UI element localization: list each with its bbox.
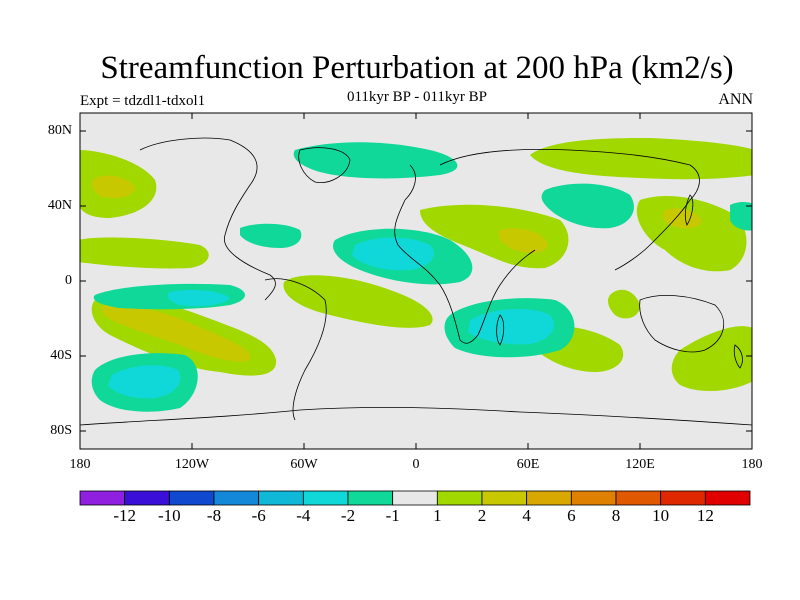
colorbar-swatch [526,490,572,506]
colorbar-label: 12 [696,506,714,525]
colorbar-swatch [436,490,483,506]
colorbar-label: 10 [652,506,670,525]
contour-tropatl-core [352,237,434,271]
contour-nwatlantic [80,237,209,269]
colorbar-swatch [704,490,751,506]
tick-marks [80,113,752,449]
contour-spac-lower-core [108,365,181,399]
japan-coast [684,194,694,226]
colorbar-swatch [481,490,528,506]
europe-africa-coast [394,164,536,344]
colorbar-swatch [168,490,215,506]
contour-spacific-core [101,304,251,362]
colorbar-label: -12 [113,506,136,525]
madagascar-coast [496,314,505,346]
experiment-label: Expt = tdzdl1-tdxol1 [80,93,206,109]
contour-natlantic-north [293,142,458,179]
colorbar-label: 4 [522,506,531,525]
colorbar-swatch [660,490,706,506]
contour-npacific-core [92,175,135,198]
lat-label-80n: 80N [47,123,72,138]
asia-coast [439,148,700,271]
contour-arctic-east [530,138,752,180]
colorbar-swatch [213,490,260,506]
colorbar-swatch [302,490,349,506]
contour-sindian-core [468,308,554,345]
contour-spac-upper-core [168,290,230,307]
contour-midatlantic [240,223,302,248]
colorbar-swatch [392,490,438,506]
colorbar-swatch [615,490,662,506]
colorbar-label: -8 [206,506,222,525]
coastlines [80,137,752,426]
lon-label-0: 0 [412,457,420,472]
lon-label-120e: 120E [625,457,655,472]
contour-wpacific-core [663,208,702,229]
antarctica-coast [80,406,752,426]
contour-mideast-core [498,228,548,253]
lat-label-80s: 80S [50,423,72,438]
lon-label-60e: 60E [516,457,540,472]
colorbar-swatch [79,490,126,506]
season-label: ANN [718,91,753,108]
north-america-coast [139,137,276,301]
lat-label-40n: 40N [47,198,72,213]
lon-label-180w: 180 [69,457,91,472]
new-zealand-coast [733,344,743,369]
contour-nz [671,326,752,391]
south-america-coast [264,278,327,421]
colorbar-swatch [258,490,304,506]
contour-npac-east [730,202,752,231]
plot-title: Streamfunction Perturbation at 200 hPa (… [100,50,734,86]
lon-label-60w: 60W [290,457,318,472]
colorbar-label: -10 [157,506,181,525]
colorbar-label: -2 [340,506,356,525]
colorbar-label: 6 [567,506,576,525]
lat-label-0: 0 [65,273,72,288]
contour-australia [607,289,640,319]
lat-label-40s: 40S [50,348,72,363]
colorbar-label: -6 [251,506,266,525]
australia-coast [639,295,724,353]
colorbar-label: 2 [477,506,487,525]
lon-label-180e: 180 [741,457,763,472]
colorbar [79,490,751,506]
period-label: 011kyr BP - 011kyr BP [346,89,487,105]
colorbar-label: -1 [385,506,400,525]
positive-contours-4 [92,175,702,362]
colorbar-swatch [570,490,617,506]
contour-northasia [541,183,634,229]
colorbar-swatch [347,490,394,506]
greenland-coast [298,147,351,183]
colorbar-label: 8 [611,506,621,525]
contour-satlantic [283,275,433,328]
negative-contours-4 [108,237,554,399]
colorbar-label: -4 [296,506,311,525]
lon-label-120w: 120W [174,457,210,472]
colorbar-swatch [124,490,170,506]
contour-fields [80,138,752,412]
colorbar-label: 1 [433,506,442,525]
